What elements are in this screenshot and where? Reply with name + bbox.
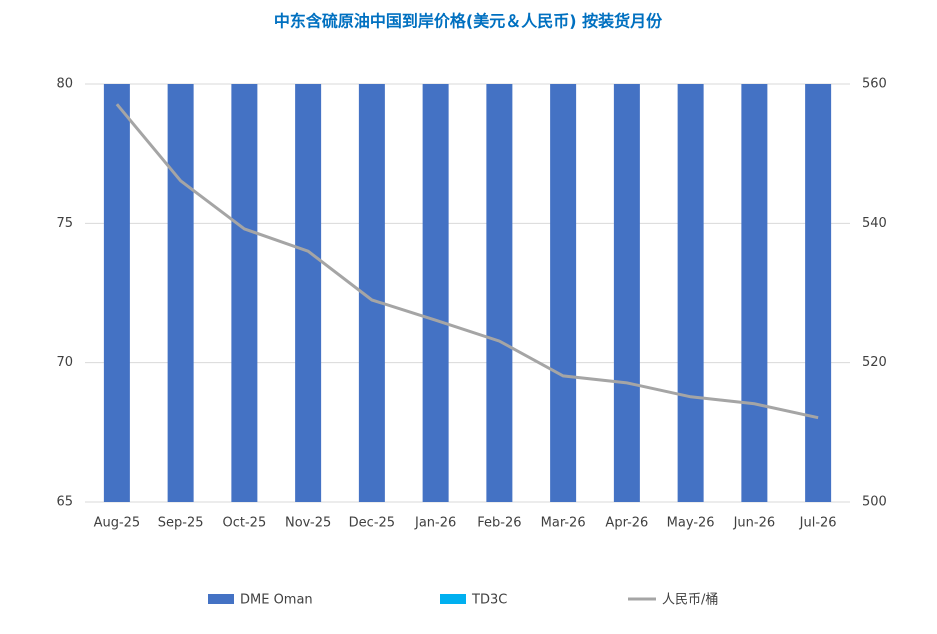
x-tick-label: Jan-26 bbox=[414, 516, 456, 531]
x-tick-label: Sep-25 bbox=[158, 516, 204, 531]
y2-tick-label: 540 bbox=[862, 216, 887, 231]
y-tick-label: 65 bbox=[56, 495, 73, 510]
bar bbox=[486, 84, 513, 502]
line bbox=[115, 103, 819, 420]
y-tick-label: 75 bbox=[56, 216, 73, 231]
x-tick-label: Mar-26 bbox=[541, 516, 586, 531]
y2-tick-label: 500 bbox=[862, 495, 887, 510]
x-tick-label: Aug-25 bbox=[94, 516, 141, 531]
y-tick-label: 70 bbox=[56, 355, 73, 370]
x-tick-label: May-26 bbox=[667, 516, 715, 531]
x-tick-label: Oct-25 bbox=[223, 516, 267, 531]
bar bbox=[167, 84, 194, 502]
bar bbox=[613, 84, 640, 502]
legend-label: DME Oman bbox=[240, 593, 313, 608]
bar bbox=[805, 84, 832, 502]
bar bbox=[677, 84, 704, 502]
bar bbox=[103, 84, 130, 502]
legend-label: TD3C bbox=[471, 593, 507, 608]
bar bbox=[295, 84, 322, 502]
x-tick-label: Feb-26 bbox=[477, 516, 521, 531]
x-tick-label: Jul-26 bbox=[799, 516, 837, 531]
legend-swatch bbox=[440, 594, 466, 604]
y2-tick-label: 520 bbox=[862, 355, 887, 370]
x-tick-label: Dec-25 bbox=[349, 516, 395, 531]
bar bbox=[231, 84, 258, 502]
legend-swatch bbox=[208, 594, 234, 604]
x-tick-label: Apr-26 bbox=[605, 516, 648, 531]
x-tick-label: Jun-26 bbox=[733, 516, 776, 531]
bar bbox=[741, 84, 768, 502]
bar bbox=[422, 84, 449, 502]
x-tick-label: Nov-25 bbox=[285, 516, 331, 531]
y2-tick-label: 560 bbox=[862, 77, 887, 92]
bar bbox=[550, 84, 577, 502]
y-tick-label: 80 bbox=[56, 77, 73, 92]
legend-label: 人民币/桶 bbox=[662, 593, 718, 608]
chart-title: 中东含硫原油中国到岸价格(美元＆人民币) 按装货月份 bbox=[274, 12, 663, 31]
